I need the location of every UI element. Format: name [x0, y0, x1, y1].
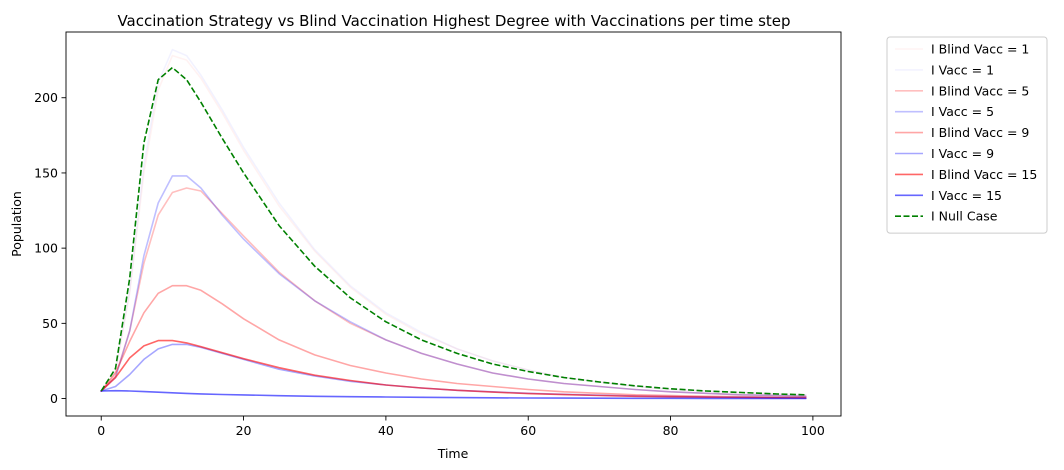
series-line-i-blind-vacc-9	[100, 284, 807, 399]
chart-title: Vaccination Strategy vs Blind Vaccinatio…	[117, 12, 790, 30]
series-line-i-vacc-5	[100, 175, 807, 398]
series-line-i-blind-vacc-1	[100, 54, 807, 396]
x-tick-label: 100	[801, 423, 825, 438]
series-line-i-blind-vacc-15	[100, 339, 807, 399]
legend-label: I Blind Vacc = 1	[931, 42, 1029, 57]
series-line-i-null-case	[100, 66, 806, 396]
plot-area-frame	[65, 31, 842, 417]
x-tick-label: 60	[520, 423, 536, 438]
series-line-i-vacc-15	[100, 389, 807, 400]
x-axis-label: Time	[437, 446, 469, 461]
plot-series	[100, 48, 807, 400]
series-line-i-vacc-1	[100, 48, 807, 396]
x-tick-label: 40	[378, 423, 394, 438]
y-axis-label: Population	[9, 191, 24, 257]
y-tick-label: 150	[34, 165, 58, 180]
legend: I Blind Vacc = 1 I Vacc = 1 I Blind Vacc =…	[886, 36, 1048, 234]
x-tick-label: 20	[236, 423, 252, 438]
y-tick-label: 100	[34, 241, 58, 256]
y-tick-label: 200	[34, 90, 58, 105]
legend-label: I Null Case	[931, 209, 998, 224]
legend-label: I Vacc = 5	[931, 104, 994, 119]
x-tick-label: 80	[663, 423, 679, 438]
series-line-i-blind-vacc-5	[100, 187, 807, 398]
legend-label: I Vacc = 1	[931, 62, 994, 77]
y-tick-label: 0	[50, 391, 58, 406]
legend-label: I Vacc = 15	[931, 188, 1002, 203]
legend-label: I Blind Vacc = 15	[931, 167, 1037, 182]
x-tick-label: 0	[97, 423, 105, 438]
legend-box	[886, 36, 1048, 234]
legend-label: I Vacc = 9	[931, 146, 994, 161]
y-axis: 0 50 100 150 200	[34, 90, 66, 406]
x-axis: 0 20 40 60 80 100	[97, 416, 825, 438]
y-tick-label: 50	[42, 316, 58, 331]
legend-label: I Blind Vacc = 9	[931, 125, 1029, 140]
legend-label: I Blind Vacc = 5	[931, 83, 1029, 98]
